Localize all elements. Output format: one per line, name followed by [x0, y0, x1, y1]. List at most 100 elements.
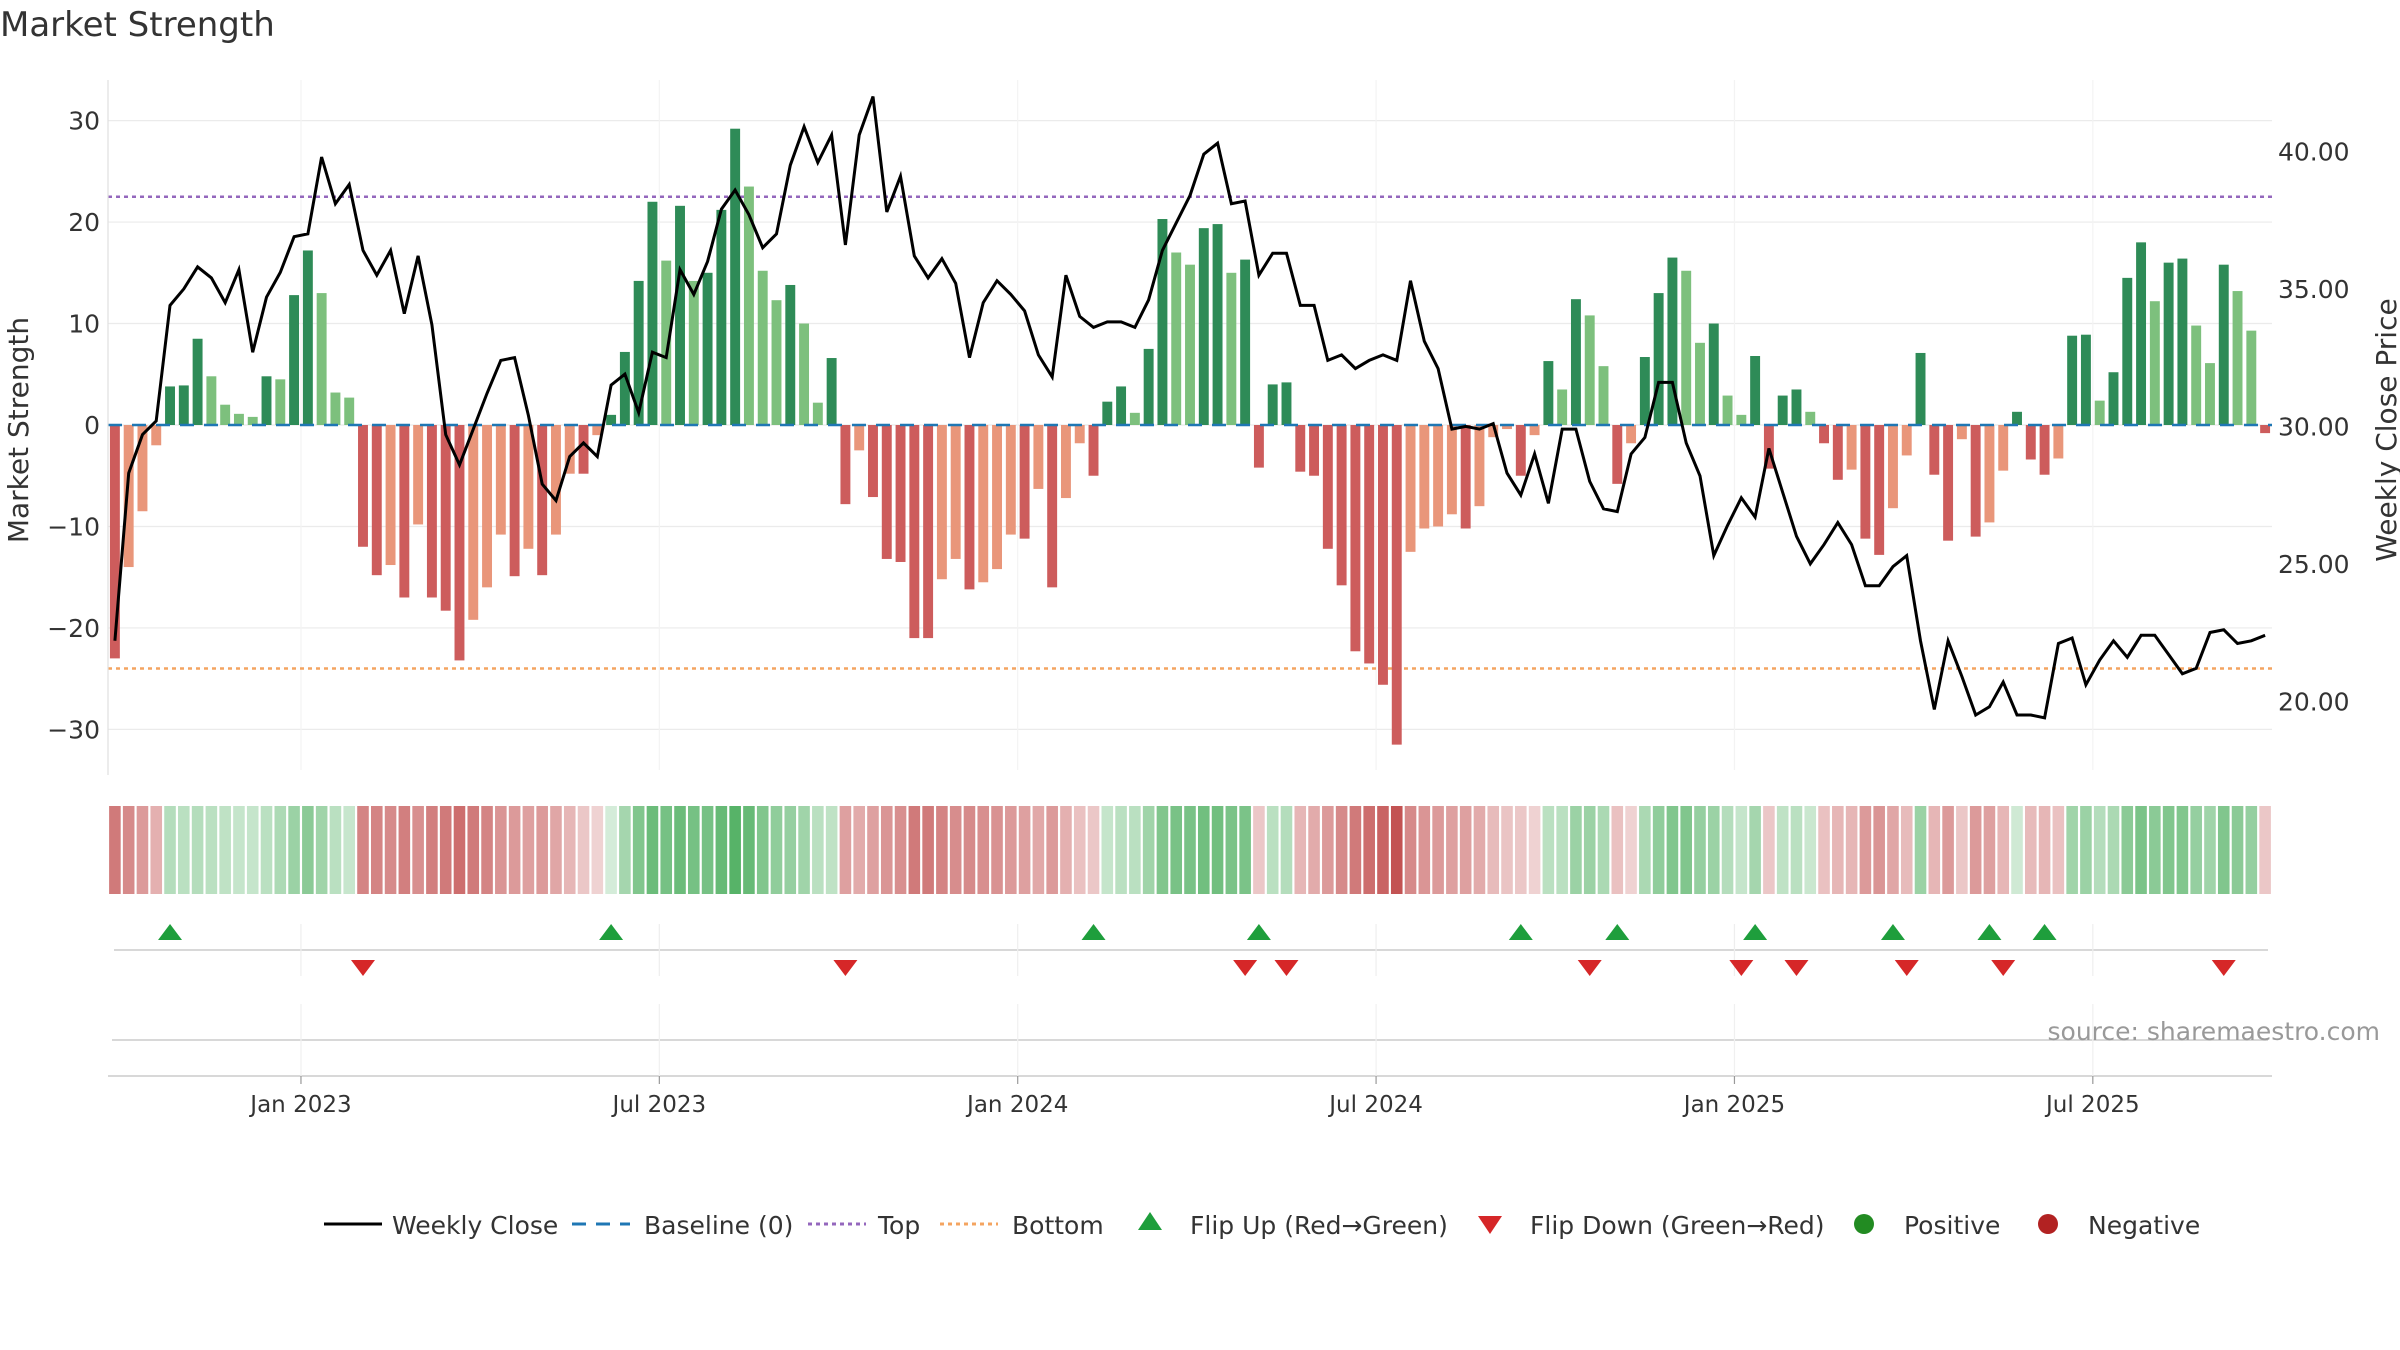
strength-bar [1378, 425, 1388, 685]
strip-cell [660, 806, 673, 894]
strength-bar [771, 300, 782, 425]
strength-bar [1639, 357, 1650, 425]
strip-cell [853, 806, 865, 894]
flip-up-marker [1605, 924, 1630, 940]
strip-cell [1639, 806, 1651, 894]
strip-cell [205, 806, 218, 894]
x-tick-label: Jul 2025 [2044, 1092, 2140, 1118]
strength-bar [2218, 264, 2229, 425]
strip-cell [2011, 806, 2023, 894]
strength-bar [509, 425, 520, 577]
strip-cell [1680, 806, 1692, 894]
weekly-close-line [113, 95, 2266, 720]
strength-bar [178, 385, 189, 425]
strip-cell [2066, 806, 2078, 894]
strip-cell [1005, 806, 1017, 894]
flip-down-marker [1784, 960, 1809, 976]
strip-cell [1335, 806, 1348, 894]
strip-cell [839, 806, 852, 894]
strip-cell [1018, 806, 1031, 894]
strength-bar [2012, 411, 2022, 425]
strength-bar [1791, 389, 1802, 425]
legend-label-negative: Negative [2088, 1211, 2200, 1240]
x-axis: Jan 2023 Jul 2023 Jan 2024 Jul 2024 Jan 2025… [248, 1076, 2140, 1118]
y-tick-label: −10 [47, 512, 100, 541]
strength-bar [1750, 356, 1761, 425]
strength-bar [1185, 264, 1195, 425]
flip-down-marker [2211, 960, 2236, 976]
strip-cell [1983, 806, 1996, 894]
strip-cell [936, 806, 948, 894]
strip-cell [894, 806, 907, 894]
strength-bar [661, 260, 672, 425]
strip-cell [467, 806, 480, 894]
strength-bar [1419, 425, 1430, 529]
strip-cell [357, 806, 369, 894]
strip-cell [2245, 806, 2258, 894]
strength-bar [1915, 352, 1926, 425]
strength-bar [1722, 395, 1733, 425]
strip-cell [1694, 806, 1706, 894]
flip-down-marker [1274, 960, 1299, 976]
strength-bar [1653, 293, 1664, 425]
strip-cell [715, 806, 728, 894]
strength-bar [316, 293, 327, 425]
strength-bar [1364, 425, 1375, 664]
strip-cell [1597, 806, 1610, 894]
strip-cell [1129, 806, 1141, 894]
strength-bar [1612, 425, 1623, 484]
strength-bar [840, 425, 851, 505]
strip-cell [770, 806, 783, 894]
strength-bar [275, 379, 286, 425]
strength-bar [1212, 224, 1223, 425]
strip-cell [1377, 806, 1389, 894]
strength-bar [1460, 425, 1471, 529]
strength-bar [358, 425, 368, 547]
strip-cell [1735, 806, 1748, 894]
strip-cell [1652, 806, 1665, 894]
strip-cell [949, 806, 962, 894]
strength-bar [330, 392, 341, 425]
strip-cell [370, 806, 383, 894]
strip-cell [2052, 806, 2065, 894]
y2-axis-label: Weekly Close Price [2370, 298, 2400, 561]
strip-cell [1487, 806, 1500, 894]
strength-bar [633, 280, 644, 425]
strength-bar [537, 425, 548, 576]
strength-bar [1336, 425, 1347, 586]
strength-bar [2136, 242, 2147, 425]
strength-bar [1240, 259, 1251, 425]
strength-bar [978, 425, 989, 583]
strip-cell [1625, 806, 1637, 894]
strength-bar [1433, 425, 1444, 527]
strip-cell [495, 806, 507, 894]
strip-cell [109, 806, 121, 894]
y-tick-label: 10 [68, 310, 100, 339]
strength-bar [881, 425, 892, 559]
flip-down-marker [350, 960, 375, 976]
strip-cell [729, 806, 741, 894]
strip-cell [1170, 806, 1183, 894]
strip-cell [2231, 806, 2244, 894]
strip-cell [329, 806, 342, 894]
strip-cell [563, 806, 576, 894]
strip-cell [288, 806, 300, 894]
strength-bar [233, 413, 244, 425]
strength-bar [1226, 272, 1237, 425]
strength-bar [1198, 228, 1209, 425]
strip-cell [1707, 806, 1720, 894]
strip-cell [164, 806, 176, 894]
strength-bar [909, 425, 920, 639]
strength-bar [1667, 257, 1678, 425]
strength-bar [1998, 425, 2009, 471]
strip-cell [315, 806, 328, 894]
strip-cell [439, 806, 452, 894]
strength-bar [1129, 412, 1140, 425]
strip-cell [812, 806, 824, 894]
strength-bar [1777, 395, 1788, 425]
strength-bar [2067, 335, 2078, 425]
strip-cell [136, 806, 149, 894]
strip-cell [2217, 806, 2230, 894]
legend-label-top: Top [877, 1211, 920, 1240]
strip-cell [1818, 806, 1830, 894]
